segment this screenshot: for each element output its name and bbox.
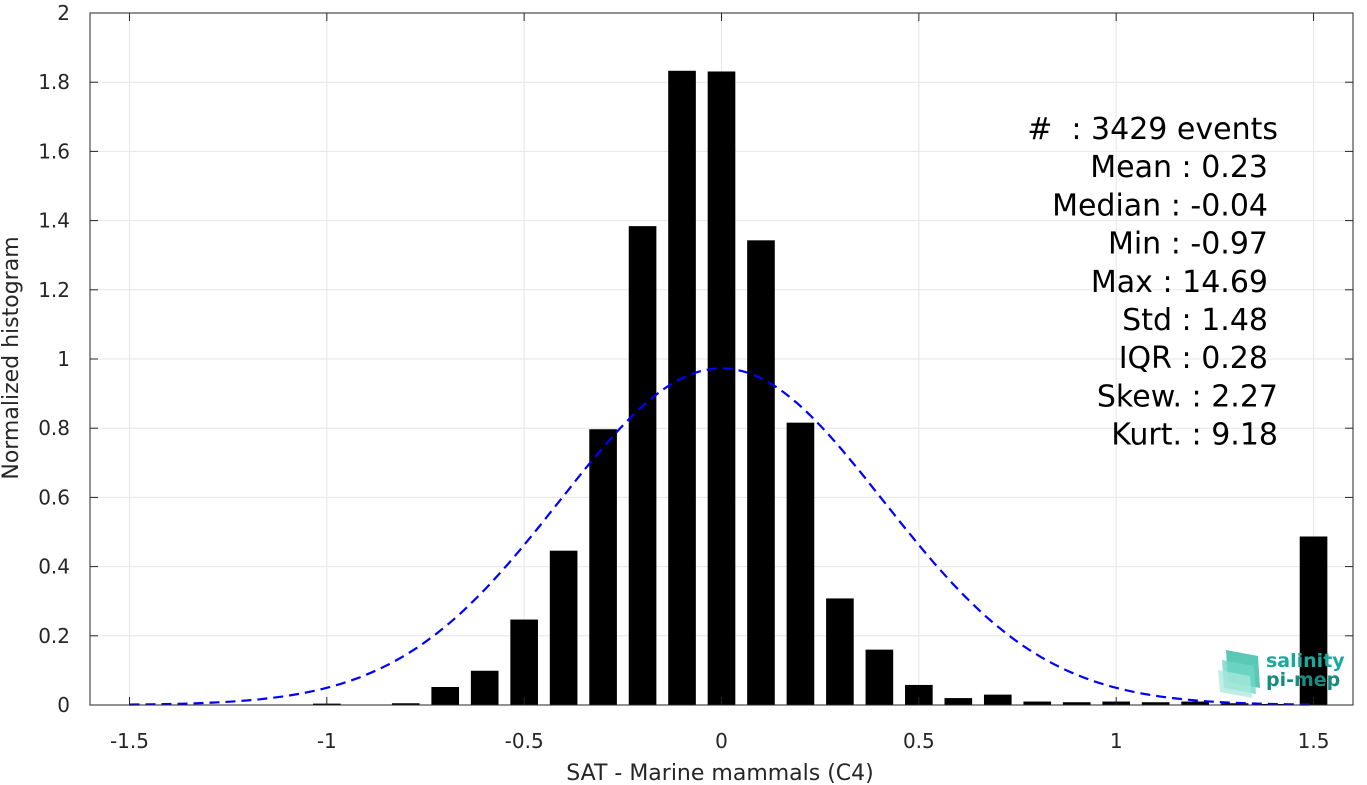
normal-fit-curve	[129, 367, 1314, 706]
histogram-bar	[668, 70, 696, 706]
histogram-bar	[865, 649, 894, 705]
x-tick-label: -0.5	[505, 729, 544, 753]
histogram-bar	[391, 703, 420, 705]
axis-ticks	[90, 12, 1353, 706]
y-tick-label: 1.4	[38, 209, 70, 233]
x-tick-label: 0	[715, 729, 728, 753]
histogram-bar	[1181, 701, 1209, 705]
x-tick-label: 1	[1110, 729, 1123, 753]
histogram-bar	[431, 687, 460, 705]
y-tick-label: 0.4	[38, 555, 70, 579]
histogram-bar	[628, 226, 657, 706]
y-tick-label: 2	[57, 1, 70, 25]
x-tick-label: -1.5	[110, 729, 149, 753]
stats-line: Kurt. : 9.18	[1111, 418, 1278, 453]
y-tick-label: 1.8	[38, 70, 70, 94]
histogram-bar	[1220, 703, 1249, 705]
logo-waves-icon	[1218, 650, 1260, 698]
stats-line: Median : -0.04	[1052, 188, 1268, 223]
histogram-bar	[1141, 702, 1170, 705]
logo-line2: pi-mep	[1266, 669, 1340, 691]
stats-line: Mean : 0.23	[1090, 150, 1268, 185]
x-tick-label: -1	[317, 729, 337, 753]
stats-line: # : 3429 events	[1027, 112, 1278, 147]
stats-line: IQR : 0.28	[1119, 341, 1268, 376]
histogram-bar	[549, 550, 578, 705]
stats-line: Skew. : 2.27	[1097, 379, 1278, 414]
stats-line: Min : -0.97	[1108, 227, 1268, 262]
histogram-bar	[510, 619, 538, 705]
histogram-bar	[589, 429, 617, 705]
y-tick-label: 1	[57, 347, 70, 371]
y-tick-label: 1.2	[38, 278, 70, 302]
histogram-bar	[1299, 536, 1328, 705]
histogram-bar	[826, 598, 854, 705]
y-tick-label: 0	[57, 693, 70, 717]
logo-line1: salinity	[1266, 650, 1345, 672]
salinity-pi-mep-logo: salinity pi-mep	[1218, 650, 1345, 698]
stats-line: Max : 14.69	[1091, 265, 1268, 300]
histogram-bars	[312, 70, 1328, 706]
x-axis-label: SAT - Marine mammals (C4)	[566, 761, 874, 785]
histogram-bar	[470, 670, 499, 705]
histogram-bar	[905, 684, 933, 705]
x-tick-label: 0.5	[903, 729, 935, 753]
histogram-bar	[1062, 702, 1091, 705]
histogram-bar	[944, 698, 973, 705]
y-tick-labels: 0 0.2 0.4 0.6 0.8 1 1.2 1.4 1.6 1.8 2	[38, 1, 70, 717]
histogram-bar	[707, 71, 736, 705]
histogram-bar	[983, 694, 1012, 705]
x-tick-labels: -1.5 -1 -0.5 0 0.5 1 1.5	[110, 729, 1329, 753]
histogram-bar	[1023, 701, 1052, 705]
y-tick-label: 0.6	[38, 485, 70, 509]
y-tick-label: 0.2	[38, 624, 70, 648]
x-tick-label: 1.5	[1298, 729, 1330, 753]
histogram-bar	[747, 240, 775, 705]
y-tick-label: 0.8	[38, 416, 70, 440]
y-axis-label: Normalized histogram	[0, 236, 24, 479]
y-tick-label: 1.6	[38, 139, 70, 163]
histogram-bar	[786, 422, 815, 705]
stats-line: Std : 1.48	[1122, 303, 1268, 338]
